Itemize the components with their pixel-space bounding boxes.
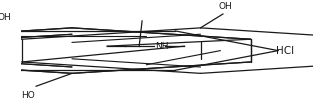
Text: HCl: HCl	[276, 46, 294, 56]
Text: OH: OH	[0, 13, 11, 22]
Text: OH: OH	[219, 2, 233, 11]
Text: HO: HO	[22, 91, 35, 100]
Text: NH: NH	[155, 42, 169, 51]
